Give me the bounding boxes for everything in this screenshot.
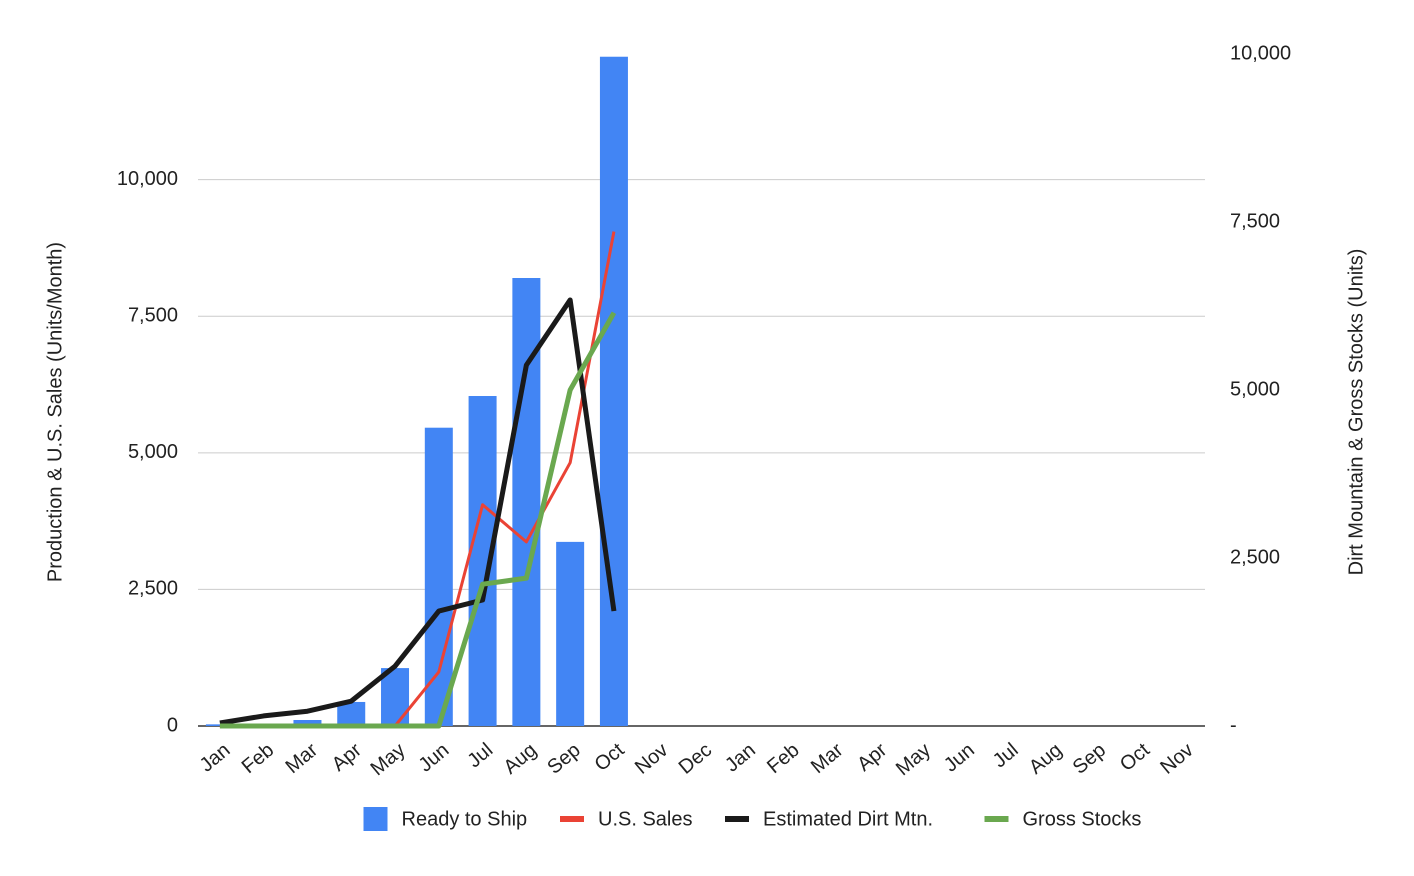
x-tick-label: Sep (543, 739, 584, 779)
legend-label: U.S. Sales (598, 808, 692, 830)
legend-label: Gross Stocks (1023, 808, 1142, 830)
y-tick-label: 10,000 (117, 168, 178, 190)
x-tick-label: Jun (940, 739, 979, 777)
bar (512, 278, 541, 726)
legend-label: Estimated Dirt Mtn. (763, 808, 933, 830)
x-tick-label: Feb (238, 739, 279, 778)
bar (599, 56, 628, 727)
x-tick-label: Apr (328, 739, 366, 776)
x-tick-label: Dec (675, 739, 716, 779)
x-tick-label: Mar (807, 739, 848, 778)
bar (556, 541, 585, 726)
x-tick-label: May (367, 739, 410, 780)
y2-tick-label: - (1230, 714, 1237, 736)
legend-label: Ready to Ship (402, 808, 528, 830)
x-tick-label: Aug (500, 739, 541, 779)
y2-tick-label: 5,000 (1230, 378, 1280, 400)
y-tick-label: 0 (167, 714, 178, 736)
line (219, 297, 617, 726)
y2-tick-label: 2,500 (1230, 546, 1280, 568)
y2-tick-label: 10,000 (1230, 42, 1291, 64)
y-tick-label: 2,500 (128, 578, 178, 600)
bar (424, 427, 453, 726)
y2-tick-label: 7,500 (1230, 210, 1280, 232)
x-tick-label: Nov (1156, 739, 1197, 779)
legend-swatch (560, 816, 584, 822)
x-tick-label: Aug (1025, 739, 1066, 779)
y2-axis-title: Dirt Mountain & Gross Stocks (Units) (1345, 249, 1367, 576)
x-tick-label: Jul (989, 739, 1023, 772)
x-tick-label: Jan (196, 739, 235, 777)
x-tick-label: Apr (853, 739, 891, 776)
x-tick-label: Jul (463, 739, 497, 772)
legend-swatch (984, 816, 1009, 822)
y-axis-title: Production & U.S. Sales (Units/Month) (44, 242, 66, 582)
x-tick-label: Jun (415, 739, 454, 777)
y-tick-label: 5,000 (128, 441, 178, 463)
x-tick-label: Nov (631, 739, 672, 779)
x-tick-label: Feb (763, 739, 804, 778)
legend-swatch (725, 816, 749, 822)
y-tick-label: 7,500 (128, 305, 178, 327)
x-tick-label: May (892, 739, 935, 780)
legend-swatch (363, 807, 388, 831)
x-tick-label: Sep (1069, 739, 1110, 779)
line (219, 311, 617, 729)
x-tick-label: Oct (1116, 739, 1154, 776)
x-tick-label: Mar (282, 739, 323, 778)
bar (337, 701, 366, 726)
bar (293, 719, 322, 726)
x-tick-label: Oct (591, 739, 629, 776)
x-tick-label: Jan (721, 739, 760, 777)
line (219, 231, 616, 728)
